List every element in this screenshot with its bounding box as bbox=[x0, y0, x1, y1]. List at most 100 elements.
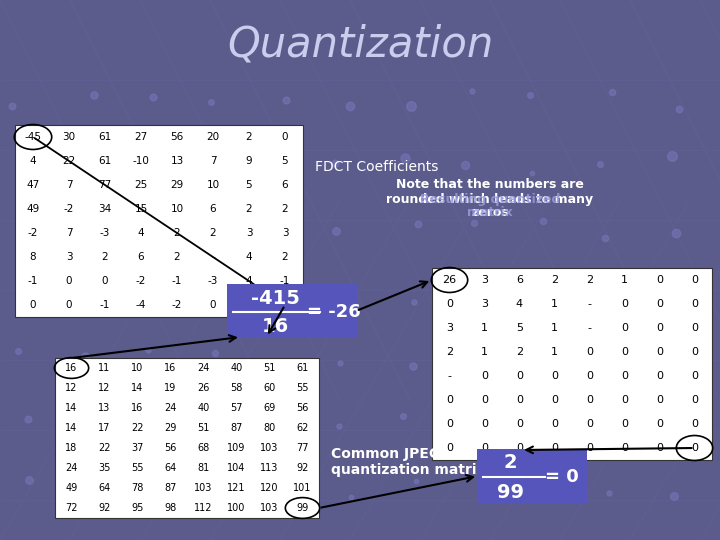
Text: -2: -2 bbox=[136, 276, 146, 286]
Text: -1: -1 bbox=[28, 276, 38, 286]
Text: 0: 0 bbox=[446, 299, 453, 309]
Text: rounded which leads to many: rounded which leads to many bbox=[387, 192, 593, 206]
Text: = 0: = 0 bbox=[545, 468, 579, 486]
Text: 5: 5 bbox=[246, 180, 252, 190]
Text: 16: 16 bbox=[66, 363, 78, 373]
Text: 27: 27 bbox=[135, 132, 148, 142]
Text: 3: 3 bbox=[481, 299, 488, 309]
Text: 87: 87 bbox=[230, 423, 243, 433]
Text: 0: 0 bbox=[621, 323, 628, 333]
Text: 2: 2 bbox=[282, 252, 288, 262]
Text: 0: 0 bbox=[446, 395, 453, 405]
Text: 120: 120 bbox=[260, 483, 279, 493]
Text: 68: 68 bbox=[197, 443, 210, 453]
Text: 12: 12 bbox=[99, 383, 111, 393]
Text: 24: 24 bbox=[164, 403, 176, 413]
Text: 6: 6 bbox=[210, 204, 216, 214]
Text: 3: 3 bbox=[66, 252, 72, 262]
FancyBboxPatch shape bbox=[15, 125, 303, 317]
Text: 10: 10 bbox=[171, 204, 184, 214]
Text: 77: 77 bbox=[296, 443, 309, 453]
Text: 61: 61 bbox=[99, 156, 112, 166]
Text: 10: 10 bbox=[207, 180, 220, 190]
Text: 14: 14 bbox=[66, 423, 78, 433]
Text: 0: 0 bbox=[656, 443, 663, 453]
Text: 0: 0 bbox=[621, 347, 628, 357]
Text: 61: 61 bbox=[99, 132, 112, 142]
Text: 0: 0 bbox=[691, 347, 698, 357]
Text: 24: 24 bbox=[66, 463, 78, 473]
Text: -: - bbox=[448, 371, 451, 381]
Text: -2: -2 bbox=[172, 300, 182, 310]
Text: 100: 100 bbox=[228, 503, 246, 513]
Text: 3: 3 bbox=[446, 323, 453, 333]
FancyBboxPatch shape bbox=[227, 284, 357, 338]
Text: 26: 26 bbox=[197, 383, 210, 393]
Text: 11: 11 bbox=[99, 363, 111, 373]
Text: -3: -3 bbox=[100, 228, 110, 238]
Text: 0: 0 bbox=[551, 443, 558, 453]
Text: -4: -4 bbox=[136, 300, 146, 310]
Text: 113: 113 bbox=[261, 463, 279, 473]
Text: 4: 4 bbox=[246, 252, 252, 262]
Text: 2: 2 bbox=[246, 132, 252, 142]
Text: 7: 7 bbox=[66, 228, 72, 238]
Text: Resulting quantized: Resulting quantized bbox=[420, 192, 560, 206]
Text: 16: 16 bbox=[164, 363, 176, 373]
Text: 0: 0 bbox=[691, 371, 698, 381]
Text: 87: 87 bbox=[164, 483, 176, 493]
Text: 60: 60 bbox=[264, 383, 276, 393]
Text: 1: 1 bbox=[481, 347, 488, 357]
Text: 78: 78 bbox=[131, 483, 144, 493]
Text: 56: 56 bbox=[297, 403, 309, 413]
Text: 3: 3 bbox=[282, 228, 288, 238]
Text: 22: 22 bbox=[131, 423, 144, 433]
Text: 98: 98 bbox=[164, 503, 176, 513]
Text: 2: 2 bbox=[551, 275, 558, 285]
Text: 34: 34 bbox=[99, 204, 112, 214]
Text: 101: 101 bbox=[293, 483, 312, 493]
Text: 0: 0 bbox=[551, 419, 558, 429]
Text: -2: -2 bbox=[28, 228, 38, 238]
Text: 95: 95 bbox=[131, 503, 144, 513]
Text: 0: 0 bbox=[691, 323, 698, 333]
Text: -3: -3 bbox=[208, 276, 218, 286]
Text: 0: 0 bbox=[656, 395, 663, 405]
Text: 112: 112 bbox=[194, 503, 212, 513]
Text: 5: 5 bbox=[516, 323, 523, 333]
Text: 0: 0 bbox=[102, 276, 108, 286]
Text: 0: 0 bbox=[30, 300, 36, 310]
Text: -10: -10 bbox=[132, 156, 150, 166]
Text: 22: 22 bbox=[98, 443, 111, 453]
Text: 0: 0 bbox=[516, 395, 523, 405]
Text: 14: 14 bbox=[131, 383, 143, 393]
Text: 0: 0 bbox=[516, 443, 523, 453]
Text: 0: 0 bbox=[66, 300, 72, 310]
Text: Note that the numbers are: Note that the numbers are bbox=[396, 179, 584, 192]
Text: 35: 35 bbox=[99, 463, 111, 473]
Text: 56: 56 bbox=[164, 443, 176, 453]
Text: 49: 49 bbox=[66, 483, 78, 493]
Text: 0: 0 bbox=[621, 443, 628, 453]
Text: 0: 0 bbox=[656, 371, 663, 381]
Text: 13: 13 bbox=[171, 156, 184, 166]
Text: 1: 1 bbox=[246, 300, 252, 310]
Text: 80: 80 bbox=[264, 423, 276, 433]
Text: 81: 81 bbox=[197, 463, 210, 473]
Text: 4: 4 bbox=[30, 156, 36, 166]
Text: 0: 0 bbox=[481, 395, 488, 405]
Text: 0: 0 bbox=[516, 371, 523, 381]
Text: 2: 2 bbox=[516, 347, 523, 357]
Text: 0: 0 bbox=[586, 371, 593, 381]
Text: 0: 0 bbox=[656, 419, 663, 429]
Text: 1: 1 bbox=[621, 275, 628, 285]
Text: -1: -1 bbox=[172, 276, 182, 286]
Text: -45: -45 bbox=[24, 132, 42, 142]
Text: 2: 2 bbox=[210, 228, 216, 238]
Text: -: - bbox=[588, 299, 592, 309]
Text: 0: 0 bbox=[586, 347, 593, 357]
Text: 0: 0 bbox=[691, 275, 698, 285]
Text: 2: 2 bbox=[174, 252, 180, 262]
Text: 0: 0 bbox=[551, 395, 558, 405]
Text: 6: 6 bbox=[138, 252, 144, 262]
